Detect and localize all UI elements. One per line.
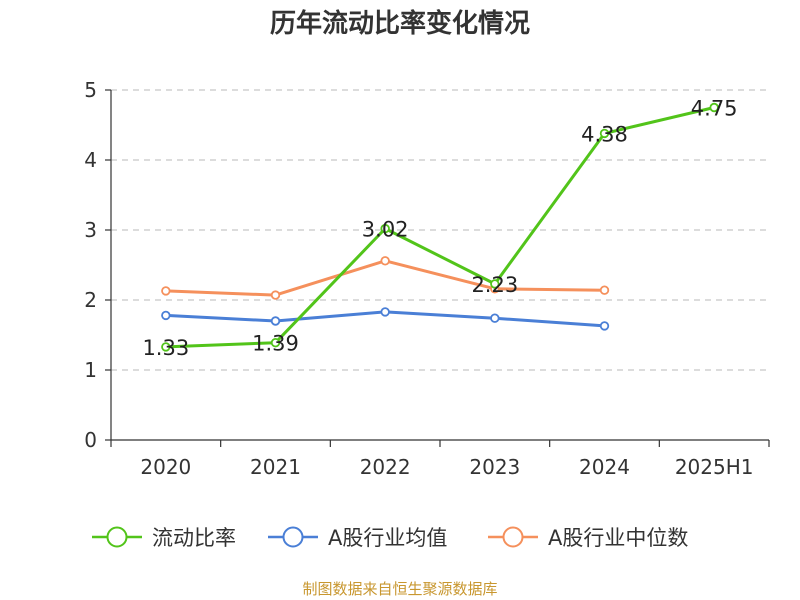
axes: 0 1 2 3 4 5 2020 2021 2022 2023 2024 2025H1 [84,78,770,479]
x-tick-label: 2020 [140,455,191,479]
legend-item[interactable]: 流动比率 [92,526,236,550]
data-label: 1.39 [252,332,299,356]
data-point[interactable] [161,310,171,321]
source-note: 制图数据来自恒生聚源数据库 [302,580,497,598]
series-line [165,106,715,349]
data-point[interactable] [380,256,390,266]
x-tick-label: 2024 [579,455,630,479]
y-tick-label: 4 [84,148,97,172]
data-point[interactable] [380,307,390,317]
legend-marker [282,526,304,548]
y-tick-label: 2 [84,288,97,312]
data-point[interactable] [380,223,390,234]
legend-item[interactable]: A股行业均值 [268,526,447,550]
data-label: 3.02 [362,218,409,242]
data-label: 1.33 [142,336,189,360]
legend-label: A股行业中位数 [548,526,688,550]
data-point[interactable] [270,316,281,326]
series-lines [165,106,715,349]
data-point[interactable] [709,102,719,113]
data-point[interactable] [599,285,610,295]
x-tick-label: 2021 [250,455,301,479]
legend-item[interactable]: A股行业中位数 [488,526,688,550]
y-tick-label: 3 [84,218,97,242]
legend-label: A股行业均值 [328,526,447,550]
y-tick-label: 0 [84,428,97,452]
data-label: 4.75 [691,97,738,121]
data-point[interactable] [490,313,500,323]
data-point[interactable] [270,338,281,348]
grid [111,89,769,371]
y-tick-label: 5 [84,78,97,102]
data-point[interactable] [270,290,281,300]
series-points [161,102,719,352]
legend-marker [502,526,524,548]
x-tick-label: 2025H1 [675,455,754,479]
series-line [165,259,605,297]
chart-title: 历年流动比率变化情况 [270,8,530,39]
legend[interactable]: 流动比率 A股行业均值 A股行业中位数 [92,526,688,550]
data-point[interactable] [161,342,171,352]
data-point[interactable] [490,279,500,289]
data-point[interactable] [599,128,610,139]
x-tick-label: 2023 [469,455,520,479]
y-tick-label: 1 [84,358,97,382]
legend-marker [106,526,128,548]
data-label: 2.23 [471,273,518,297]
data-point[interactable] [599,321,610,331]
legend-label: 流动比率 [152,526,236,550]
data-label: 4.38 [581,122,628,146]
data-labels: 1.33 1.39 3.02 2.23 4.38 4.75 [142,97,737,360]
data-point[interactable] [161,286,171,296]
x-tick-label: 2022 [360,455,411,479]
